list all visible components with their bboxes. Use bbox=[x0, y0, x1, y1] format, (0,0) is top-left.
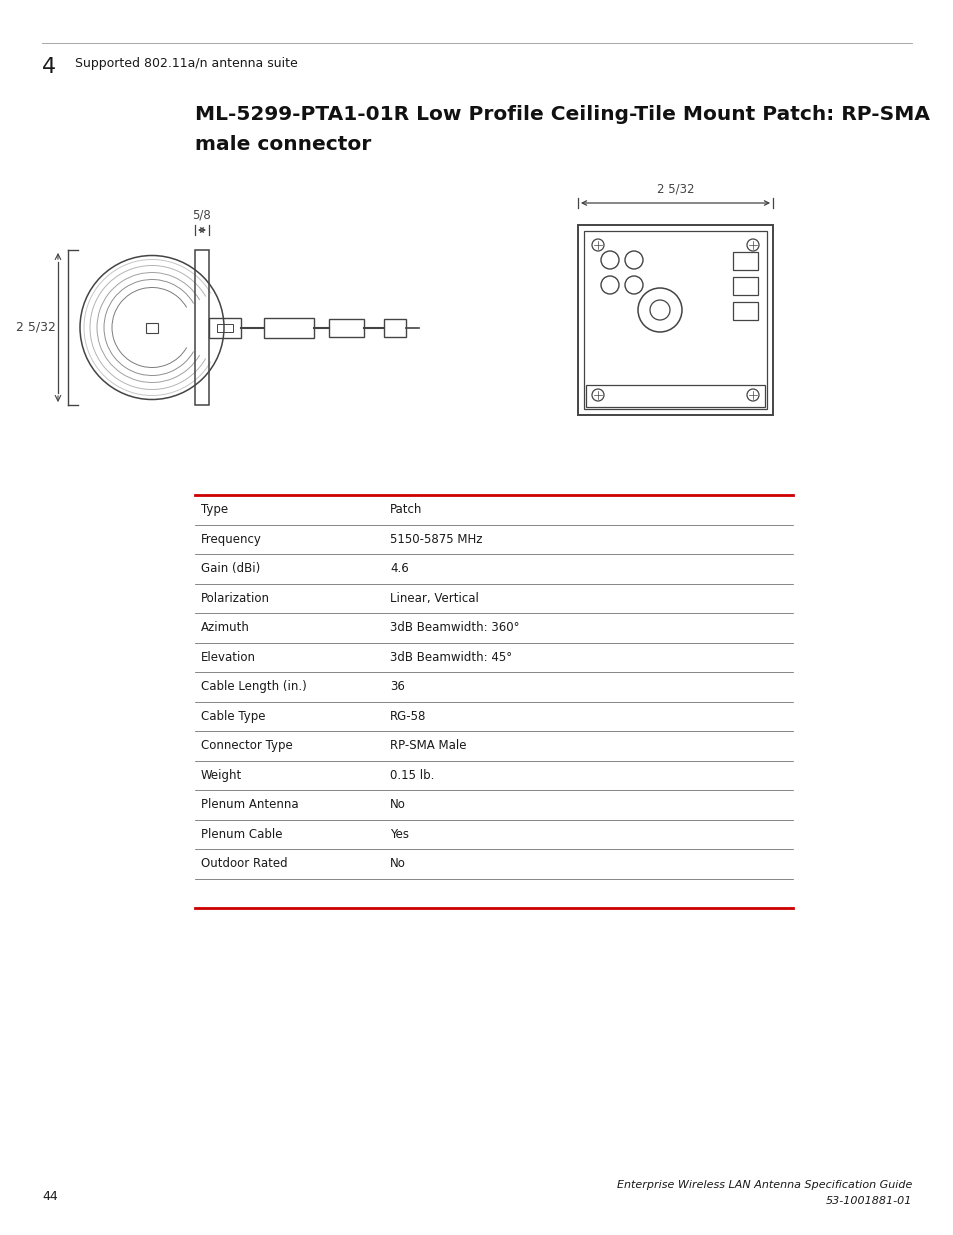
Bar bbox=[732, 303, 758, 320]
Text: Cable Type: Cable Type bbox=[201, 710, 265, 722]
Text: Gain (dBi): Gain (dBi) bbox=[201, 562, 260, 576]
Text: No: No bbox=[390, 857, 405, 871]
Text: Outdoor Rated: Outdoor Rated bbox=[201, 857, 287, 871]
Bar bbox=[264, 317, 314, 337]
Text: Polarization: Polarization bbox=[201, 592, 270, 605]
Text: ML-5299-PTA1-01R Low Profile Ceiling-Tile Mount Patch: RP-SMA: ML-5299-PTA1-01R Low Profile Ceiling-Til… bbox=[194, 105, 929, 124]
Text: Azimuth: Azimuth bbox=[201, 621, 250, 635]
Text: RG-58: RG-58 bbox=[390, 710, 426, 722]
Text: Linear, Vertical: Linear, Vertical bbox=[390, 592, 478, 605]
Bar bbox=[732, 277, 758, 295]
Text: Plenum Cable: Plenum Cable bbox=[201, 827, 282, 841]
Text: 3dB Beamwidth: 360°: 3dB Beamwidth: 360° bbox=[390, 621, 519, 635]
Text: 3dB Beamwidth: 45°: 3dB Beamwidth: 45° bbox=[390, 651, 512, 663]
Text: 36: 36 bbox=[390, 680, 404, 693]
Text: Type: Type bbox=[201, 503, 228, 516]
Text: male connector: male connector bbox=[194, 135, 371, 154]
Text: 5/8: 5/8 bbox=[193, 209, 212, 222]
Text: 2 5/32: 2 5/32 bbox=[656, 182, 694, 195]
Text: Frequency: Frequency bbox=[201, 532, 262, 546]
Text: Elevation: Elevation bbox=[201, 651, 255, 663]
Text: 4.6: 4.6 bbox=[390, 562, 408, 576]
Text: Weight: Weight bbox=[201, 768, 242, 782]
Text: 2 5/32: 2 5/32 bbox=[16, 321, 56, 333]
Text: 44: 44 bbox=[42, 1191, 58, 1203]
Text: Supported 802.11a/n antenna suite: Supported 802.11a/n antenna suite bbox=[75, 57, 297, 70]
Text: Patch: Patch bbox=[390, 503, 422, 516]
Text: Cable Length (in.): Cable Length (in.) bbox=[201, 680, 307, 693]
Bar bbox=[583, 231, 766, 409]
Bar bbox=[194, 249, 209, 405]
Bar bbox=[585, 385, 764, 408]
Text: Enterprise Wireless LAN Antenna Specification Guide: Enterprise Wireless LAN Antenna Specific… bbox=[616, 1179, 911, 1191]
Text: No: No bbox=[390, 798, 405, 811]
Bar bbox=[216, 324, 233, 331]
Text: 5150-5875 MHz: 5150-5875 MHz bbox=[390, 532, 482, 546]
Text: RP-SMA Male: RP-SMA Male bbox=[390, 740, 466, 752]
Text: 53-1001881-01: 53-1001881-01 bbox=[824, 1195, 911, 1207]
Bar bbox=[578, 225, 772, 415]
Text: Connector Type: Connector Type bbox=[201, 740, 293, 752]
Text: 0.15 lb.: 0.15 lb. bbox=[390, 768, 434, 782]
Text: Plenum Antenna: Plenum Antenna bbox=[201, 798, 298, 811]
Text: Yes: Yes bbox=[390, 827, 409, 841]
Bar bbox=[329, 319, 364, 336]
Bar bbox=[732, 252, 758, 270]
Bar bbox=[209, 317, 241, 337]
Bar bbox=[146, 322, 158, 332]
Bar bbox=[384, 319, 406, 336]
Text: 4: 4 bbox=[42, 57, 56, 77]
